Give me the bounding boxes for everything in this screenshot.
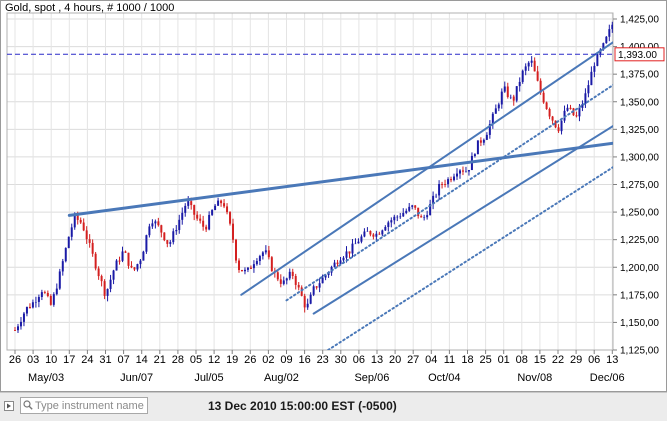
x-tick-label: 26 bbox=[9, 354, 21, 366]
x-tick-label: 14 bbox=[136, 354, 148, 366]
x-month-label: May/03 bbox=[28, 372, 64, 384]
x-tick-label: 23 bbox=[317, 354, 329, 366]
expand-icon[interactable] bbox=[4, 401, 14, 411]
instrument-search[interactable] bbox=[20, 397, 148, 414]
y-tick-label: 1,275,00 bbox=[620, 180, 659, 191]
x-month-label: Nov/08 bbox=[517, 372, 552, 384]
x-month-label: Oct/04 bbox=[428, 372, 460, 384]
x-tick-label: 21 bbox=[154, 354, 166, 366]
x-tick-label: 30 bbox=[335, 354, 347, 366]
x-tick-label: 03 bbox=[27, 354, 39, 366]
search-input[interactable] bbox=[35, 398, 145, 413]
y-tick-label: 1,300,00 bbox=[620, 152, 659, 163]
x-tick-label: 27 bbox=[407, 354, 419, 366]
x-month-label: Jul/05 bbox=[194, 372, 223, 384]
bottom-toolbar: 13 Dec 2010 15:00:00 EST (-0500) bbox=[0, 392, 667, 421]
y-tick-label: 1,250,00 bbox=[620, 208, 659, 219]
x-tick-label: 28 bbox=[172, 354, 184, 366]
y-tick-label: 1,325,00 bbox=[620, 125, 659, 136]
current-price-tag bbox=[614, 47, 665, 62]
chart-canvas[interactable]: 1,125,00 1,150,00 1,175,00 1,200,00 1,225,00… bbox=[1, 1, 666, 391]
y-tick-label: 1,150,00 bbox=[620, 318, 659, 329]
x-tick-label: 01 bbox=[498, 354, 510, 366]
x-tick-label: 02 bbox=[262, 354, 274, 366]
trendline[interactable] bbox=[312, 25, 666, 315]
y-tick-label: 1,350,00 bbox=[620, 97, 659, 108]
x-tick-label: 25 bbox=[479, 354, 491, 366]
status-timestamp: 13 Dec 2010 15:00:00 EST (-0500) bbox=[208, 399, 397, 413]
search-icon bbox=[23, 400, 33, 410]
x-tick-label: 29 bbox=[570, 354, 582, 366]
x-tick-label: 06 bbox=[588, 354, 600, 366]
x-tick-label: 13 bbox=[606, 354, 618, 366]
y-tick-label: 1,425,00 bbox=[620, 15, 659, 26]
x-tick-label: 05 bbox=[190, 354, 202, 366]
trendline[interactable] bbox=[327, 63, 666, 350]
x-tick-label: 06 bbox=[353, 354, 365, 366]
x-tick-label: 17 bbox=[63, 354, 75, 366]
x-tick-label: 13 bbox=[371, 354, 383, 366]
x-tick-label: 15 bbox=[534, 354, 546, 366]
x-tick-label: 20 bbox=[389, 354, 401, 366]
current-price-label: 1,393.00 bbox=[618, 50, 657, 61]
x-month-label: Dec/06 bbox=[590, 372, 625, 384]
x-tick-label: 10 bbox=[45, 354, 57, 366]
x-tick-label: 31 bbox=[99, 354, 111, 366]
x-tick-label: 04 bbox=[425, 354, 437, 366]
trendline[interactable] bbox=[67, 107, 666, 217]
x-tick-label: 07 bbox=[117, 354, 129, 366]
trendline[interactable] bbox=[240, 1, 666, 296]
x-tick-label: 11 bbox=[444, 354, 455, 366]
y-tick-label: 1,375,00 bbox=[620, 70, 659, 81]
x-tick-label: 09 bbox=[280, 354, 292, 366]
plot-border bbox=[6, 12, 614, 351]
x-tick-label: 24 bbox=[81, 354, 93, 366]
x-tick-label: 12 bbox=[208, 354, 220, 366]
x-month-label: Jun/07 bbox=[120, 372, 153, 384]
chart-title: Gold, spot , 4 hours, # 1000 / 1000 bbox=[5, 2, 175, 14]
x-tick-label: 16 bbox=[298, 354, 310, 366]
x-month-label: Aug/02 bbox=[264, 372, 299, 384]
x-tick-label: 22 bbox=[552, 354, 564, 366]
y-tick-label: 1,175,00 bbox=[620, 290, 659, 301]
y-tick-label: 1,200,00 bbox=[620, 263, 659, 274]
chart-frame: 1,125,00 1,150,00 1,175,00 1,200,00 1,225,00… bbox=[0, 0, 667, 392]
x-tick-label: 26 bbox=[244, 354, 256, 366]
x-tick-label: 08 bbox=[516, 354, 528, 366]
x-tick-label: 19 bbox=[226, 354, 238, 366]
x-month-label: Sep/06 bbox=[354, 372, 389, 384]
candles bbox=[14, 1, 667, 350]
x-tick-label: 18 bbox=[461, 354, 473, 366]
y-tick-label: 1,125,00 bbox=[620, 346, 659, 357]
trendline[interactable] bbox=[285, 8, 667, 302]
y-tick-label: 1,225,00 bbox=[620, 235, 659, 246]
